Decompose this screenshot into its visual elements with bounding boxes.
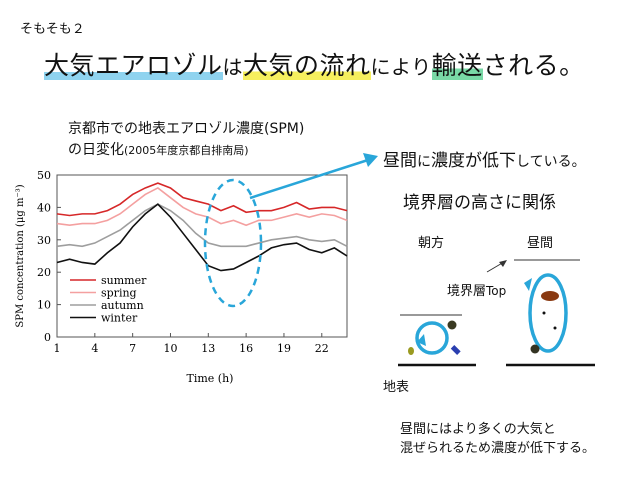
- daytime-circulation-loop: [528, 273, 568, 353]
- boundary-layer-top-label: 境界層Top: [447, 280, 506, 299]
- x-tick-label: 22: [315, 342, 329, 355]
- note-ending: している。: [516, 154, 586, 170]
- y-tick-label: 30: [37, 234, 51, 247]
- note-daytime: 昼間: [383, 151, 417, 171]
- x-tick-label: 10: [163, 342, 177, 355]
- y-tick-label: 40: [37, 201, 51, 214]
- x-tick-label: 19: [277, 342, 291, 355]
- boundary-layer-heading: 境界層の高さに関係: [403, 193, 556, 213]
- daytime-particle-small-2: [553, 326, 557, 330]
- title-particle-niyori: により: [370, 55, 432, 79]
- caption-source: (2005年度京都自排南局): [124, 144, 249, 157]
- title-air-flow: 大気の流れ: [243, 51, 371, 80]
- morning-particle-blue: [450, 345, 461, 355]
- y-tick-label: 0: [44, 331, 51, 344]
- x-tick-label: 4: [91, 342, 98, 355]
- note-particle: に: [417, 154, 431, 170]
- caption-daily-change: の日変化: [68, 142, 124, 158]
- boundary-layer-text: 境界層: [447, 284, 487, 299]
- chart-caption-line1: 京都市での地表エアロゾル濃度(SPM): [68, 121, 305, 137]
- ground-label: 地表: [383, 380, 410, 395]
- x-tick-label: 1: [54, 342, 61, 355]
- legend-label-summer: summer: [101, 274, 147, 287]
- y-tick-label: 10: [37, 299, 51, 312]
- top-text: Top: [486, 284, 507, 298]
- page-label: そもそも２: [20, 22, 85, 37]
- morning-particle-olive: [408, 347, 414, 355]
- title-aerosol: 大気エアロゾル: [44, 51, 223, 80]
- y-axis-label: SPM concentration (μg m⁻³): [15, 184, 26, 327]
- title-ending: される。: [482, 51, 585, 80]
- spm-line-chart: 0 10 20 30 40 50 1 4 7 10 13 16 19 22 summerspringau…: [15, 169, 348, 385]
- daytime-highlight-ellipse: [203, 178, 263, 308]
- daytime-particle-small-1: [542, 311, 546, 315]
- morning-label: 朝方: [418, 236, 445, 251]
- x-tick-label: 13: [201, 342, 215, 355]
- x-axis-label: Time (h): [187, 372, 234, 385]
- y-axis-ticks: 0 10 20 30 40 50: [37, 169, 61, 344]
- legend-label-winter: winter: [101, 312, 138, 325]
- conclusion-line1: 昼間にはより多くの大気と: [400, 422, 556, 437]
- slide-title: 大気エアロゾルは大気の流れにより輸送される。: [44, 46, 585, 82]
- x-axis-ticks: 1 4 7 10 13 16 19 22: [54, 333, 329, 355]
- morning-particle-dark: [447, 320, 457, 330]
- morning-circulation-loop: [415, 321, 449, 355]
- x-tick-label: 7: [129, 342, 136, 355]
- series-line-spring: [56, 187, 348, 227]
- daytime-loop-arrowhead: [524, 278, 532, 291]
- morning-loop-arrowhead: [417, 334, 426, 346]
- daytime-label: 昼間: [527, 236, 554, 251]
- title-transport: 輸送: [431, 51, 483, 80]
- series-line-winter: [56, 203, 348, 272]
- daytime-particle-brown: [541, 291, 559, 301]
- boundary-layer-diagram: [398, 259, 595, 367]
- y-tick-label: 50: [37, 169, 51, 182]
- legend-label-autumn: autumn: [101, 299, 144, 312]
- legend-label-spring: spring: [101, 287, 137, 300]
- series-line-summer: [56, 182, 348, 217]
- conclusion-line2: 混ぜられるため濃度が低下する。: [400, 441, 596, 456]
- y-tick-label: 20: [37, 266, 51, 279]
- series-lines: [56, 182, 348, 272]
- x-tick-label: 16: [239, 342, 253, 355]
- note-concentration-drop: 濃度が低下: [431, 151, 516, 171]
- title-particle-wa: は: [222, 55, 244, 79]
- chart-caption-line2: の日変化(2005年度京都自排南局): [68, 139, 249, 159]
- series-line-autumn: [56, 203, 348, 248]
- daytime-note: 昼間に濃度が低下している。: [383, 146, 586, 171]
- daytime-particle-dark: [530, 344, 540, 354]
- layer-growth-arrow-head: [499, 260, 507, 267]
